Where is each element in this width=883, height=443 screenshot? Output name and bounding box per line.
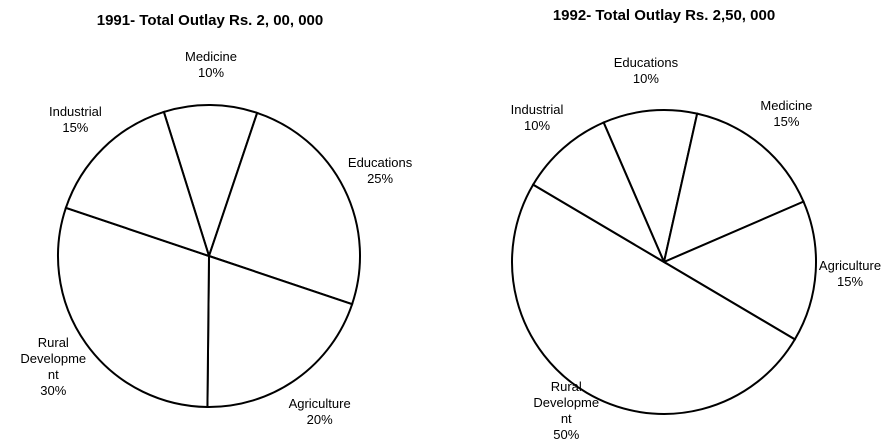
pie-slice: [602, 109, 699, 266]
pie-slice: [162, 104, 259, 260]
slice-label: Educations 25%: [347, 155, 413, 187]
slice-value: 15%: [62, 119, 89, 135]
slice-label: Rural Development 50%: [533, 379, 599, 443]
slice-label: Industrial 15%: [42, 104, 108, 136]
pie-slice: [662, 112, 805, 264]
slice-name: Rural Development: [533, 379, 600, 426]
pie-slice: [661, 200, 817, 341]
slice-label: Medicine 15%: [753, 98, 819, 130]
slice-label: Medicine 10%: [178, 49, 244, 81]
slice-value: 15%: [773, 114, 800, 130]
slice-value: 25%: [367, 171, 394, 187]
slice-name: Medicine: [760, 98, 813, 114]
slice-label: Industrial 10%: [504, 102, 570, 134]
slice-name: Educations: [613, 54, 679, 70]
pie-slice: [207, 111, 361, 306]
slice-label: Educations 10%: [613, 55, 679, 87]
slice-name: Industrial: [48, 103, 102, 119]
chart-title: 1992- Total Outlay Rs. 2,50, 000: [552, 7, 776, 24]
slice-name: Educations: [347, 155, 413, 171]
slice-label: Agriculture 20%: [287, 396, 353, 428]
slice-name: Industrial: [510, 101, 564, 117]
slice-value: 15%: [836, 274, 864, 290]
slice-label: Agriculture 15%: [817, 258, 883, 290]
slice-value: 50%: [553, 427, 580, 442]
slice-label: Rural Development 30%: [20, 335, 86, 399]
slice-value: 10%: [632, 70, 659, 86]
slice-value: 10%: [524, 117, 551, 133]
slice-name: Rural Development: [20, 334, 87, 382]
pie-slice: [64, 110, 211, 258]
pie-slice: [206, 254, 354, 408]
slice-name: Agriculture: [288, 395, 351, 411]
slice-value: 20%: [306, 411, 333, 427]
pie-slice: [511, 183, 797, 415]
slice-name: Agriculture: [818, 258, 882, 274]
pie-slice: [57, 206, 211, 409]
slice-value: 10%: [197, 65, 225, 80]
chart-title: 1991- Total Outlay Rs. 2, 00, 000: [96, 12, 324, 29]
slice-name: Medicine: [184, 49, 238, 64]
slice-value: 30%: [40, 382, 67, 398]
pie-slice: [531, 121, 667, 265]
